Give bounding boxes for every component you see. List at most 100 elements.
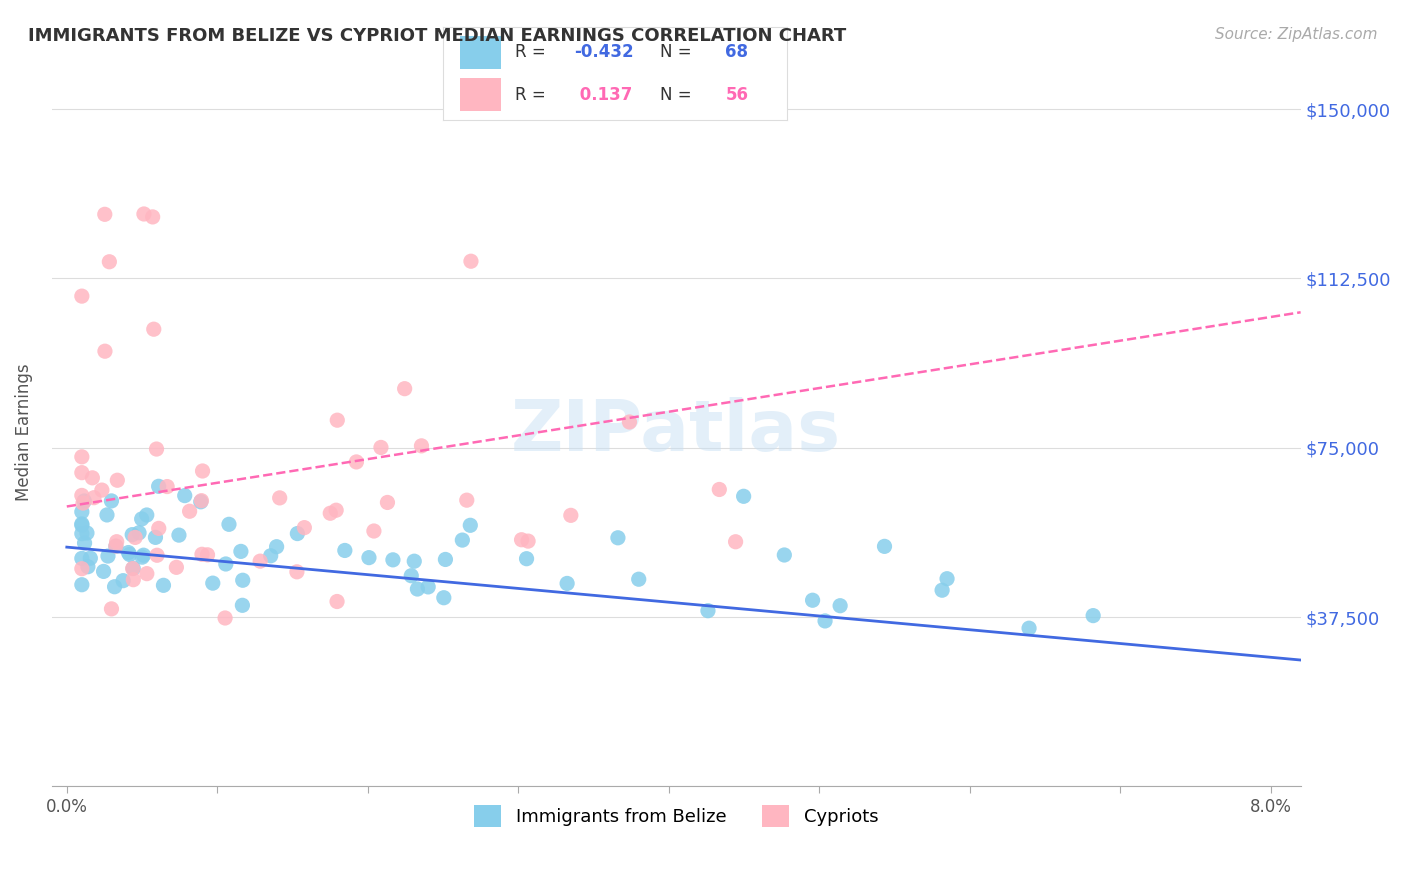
Point xyxy=(229,544,252,558)
Point xyxy=(394,382,416,396)
Point xyxy=(197,548,219,562)
Text: N =: N = xyxy=(659,43,697,61)
Point xyxy=(94,207,117,221)
Point xyxy=(381,553,404,567)
Text: N =: N = xyxy=(659,87,697,104)
Point xyxy=(152,578,174,592)
Point xyxy=(70,562,93,576)
Point xyxy=(460,254,482,268)
Point xyxy=(121,527,143,541)
Point xyxy=(105,534,128,549)
Point xyxy=(873,540,896,554)
Point xyxy=(70,578,93,592)
Point xyxy=(146,548,169,562)
Point xyxy=(191,464,214,478)
Point xyxy=(214,611,236,625)
Point xyxy=(357,550,380,565)
Point xyxy=(112,574,135,588)
Point xyxy=(98,254,121,268)
Point xyxy=(103,580,125,594)
Point xyxy=(100,602,122,616)
Point xyxy=(269,491,291,505)
Point xyxy=(145,530,167,544)
Point xyxy=(370,441,392,455)
Point xyxy=(1018,621,1040,635)
Point xyxy=(70,488,93,502)
Point xyxy=(344,455,367,469)
Text: -0.432: -0.432 xyxy=(574,43,634,61)
Point xyxy=(94,344,117,359)
Point xyxy=(190,493,212,508)
Point xyxy=(191,547,214,561)
Point xyxy=(1081,608,1104,623)
Point xyxy=(326,594,349,608)
Point xyxy=(148,479,170,493)
Point xyxy=(830,599,852,613)
Point xyxy=(142,210,165,224)
Point xyxy=(122,561,145,575)
Point xyxy=(70,518,93,533)
Point xyxy=(201,576,224,591)
Point xyxy=(104,540,127,554)
Point xyxy=(82,471,104,485)
Point xyxy=(517,534,540,549)
Text: 56: 56 xyxy=(725,87,748,104)
Point xyxy=(406,582,429,596)
Point xyxy=(118,548,141,562)
Point xyxy=(148,521,170,535)
Point xyxy=(132,207,155,221)
Point xyxy=(458,518,481,533)
Point xyxy=(401,568,423,582)
Point xyxy=(93,565,115,579)
Point xyxy=(79,551,101,566)
Point xyxy=(70,551,93,566)
Point xyxy=(70,505,93,519)
Point xyxy=(285,565,308,579)
Point xyxy=(100,494,122,508)
Text: ZIPatlas: ZIPatlas xyxy=(512,398,841,467)
Point xyxy=(167,528,190,542)
Point xyxy=(411,439,433,453)
Point xyxy=(231,599,253,613)
Point xyxy=(124,530,146,544)
Point xyxy=(560,508,582,523)
Point xyxy=(404,554,426,568)
Point xyxy=(135,566,157,581)
Point xyxy=(70,516,93,531)
Point xyxy=(73,494,96,508)
Point xyxy=(326,413,349,427)
Text: 0.137: 0.137 xyxy=(574,87,633,104)
Point xyxy=(931,583,953,598)
Point xyxy=(260,549,283,563)
Point xyxy=(190,495,212,509)
Point xyxy=(510,533,533,547)
Point xyxy=(363,524,385,538)
Point xyxy=(319,506,342,520)
Point xyxy=(232,574,254,588)
Point xyxy=(773,548,796,562)
Point xyxy=(218,517,240,532)
Point xyxy=(724,534,747,549)
Text: R =: R = xyxy=(515,43,551,61)
Point xyxy=(135,508,157,522)
Point xyxy=(451,533,474,547)
Point xyxy=(104,539,127,553)
Point xyxy=(619,415,641,429)
Point xyxy=(122,573,145,587)
Point xyxy=(70,466,93,480)
Point xyxy=(121,561,143,575)
Point xyxy=(97,549,120,563)
Point xyxy=(128,525,150,540)
Point xyxy=(131,550,153,565)
Point xyxy=(249,554,271,568)
Point xyxy=(215,557,238,571)
Point xyxy=(418,580,440,594)
Point xyxy=(456,493,478,508)
Point xyxy=(936,572,959,586)
Point xyxy=(90,483,112,497)
Point xyxy=(142,322,165,336)
Point xyxy=(292,521,315,535)
Point xyxy=(333,543,356,558)
Point xyxy=(117,545,139,559)
Point xyxy=(156,479,179,493)
